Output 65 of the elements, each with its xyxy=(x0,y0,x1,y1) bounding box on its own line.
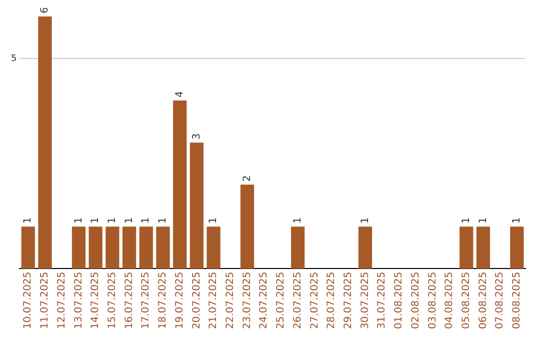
bar xyxy=(460,226,474,269)
bar xyxy=(291,226,305,269)
bar xyxy=(122,226,136,269)
y-tick-label: 5 xyxy=(10,54,17,64)
bar xyxy=(72,226,86,269)
x-tick-label: 13.07.2025 xyxy=(73,272,84,330)
bar xyxy=(156,226,170,269)
bar xyxy=(139,226,153,269)
bar xyxy=(190,142,204,269)
x-tick-label: 25.07.2025 xyxy=(276,272,287,330)
x-tick-label: 03.08.2025 xyxy=(427,272,438,330)
x-tick-label: 07.08.2025 xyxy=(494,272,506,330)
x-tick-label: 14.07.2025 xyxy=(90,272,102,330)
x-tick-label: 26.07.2025 xyxy=(292,272,304,330)
data-label: 1 xyxy=(512,217,523,224)
x-tick-label: 20.07.2025 xyxy=(191,272,202,330)
data-label: 1 xyxy=(124,217,135,224)
data-label: 1 xyxy=(73,217,84,224)
x-tick-label: 06.08.2025 xyxy=(478,272,489,330)
x-tick-label: 15.07.2025 xyxy=(107,272,118,330)
x-tick-label: 18.07.2025 xyxy=(158,272,169,330)
data-label: 2 xyxy=(242,175,253,182)
bar xyxy=(206,226,220,269)
data-label: 1 xyxy=(90,217,102,224)
data-label: 1 xyxy=(140,217,152,224)
bar xyxy=(21,226,35,269)
data-label: 4 xyxy=(174,91,186,98)
data-label: 6 xyxy=(40,7,51,14)
x-tick-label: 01.08.2025 xyxy=(394,272,405,330)
bar xyxy=(240,184,254,269)
x-tick-label: 30.07.2025 xyxy=(360,272,371,330)
x-tick-label: 11.07.2025 xyxy=(40,272,51,330)
bar xyxy=(38,16,52,269)
x-tick-label: 17.07.2025 xyxy=(140,272,152,330)
x-tick-label: 24.07.2025 xyxy=(258,272,270,330)
x-tick-label: 31.07.2025 xyxy=(376,272,388,330)
data-label: 1 xyxy=(460,217,472,224)
x-tick-label: 29.07.2025 xyxy=(342,272,354,330)
bar xyxy=(476,226,490,269)
x-tick-label: 22.07.2025 xyxy=(225,272,236,330)
data-label: 1 xyxy=(478,217,489,224)
x-tick-label: 23.07.2025 xyxy=(242,272,253,330)
bar xyxy=(106,226,120,269)
data-label: 1 xyxy=(158,217,169,224)
data-label: 3 xyxy=(191,133,202,140)
bar xyxy=(510,226,524,269)
x-tick-label: 16.07.2025 xyxy=(124,272,135,330)
x-tick-label: 27.07.2025 xyxy=(309,272,320,330)
x-tick-label: 19.07.2025 xyxy=(174,272,186,330)
x-tick-label: 12.07.2025 xyxy=(56,272,68,330)
bar xyxy=(358,226,372,269)
data-label: 1 xyxy=(360,217,371,224)
data-label: 1 xyxy=(22,217,34,224)
x-tick-label: 08.08.2025 xyxy=(512,272,523,330)
x-tick-label: 04.08.2025 xyxy=(444,272,456,330)
x-tick-label: 28.07.2025 xyxy=(326,272,338,330)
x-tick-label: 05.08.2025 xyxy=(460,272,472,330)
bar xyxy=(88,226,102,269)
bar xyxy=(173,100,187,269)
data-label: 1 xyxy=(208,217,220,224)
data-label: 1 xyxy=(292,217,304,224)
data-label: 1 xyxy=(107,217,118,224)
x-tick-label: 10.07.2025 xyxy=(22,272,34,330)
x-tick-label: 02.08.2025 xyxy=(410,272,422,330)
x-tick-label: 21.07.2025 xyxy=(208,272,220,330)
